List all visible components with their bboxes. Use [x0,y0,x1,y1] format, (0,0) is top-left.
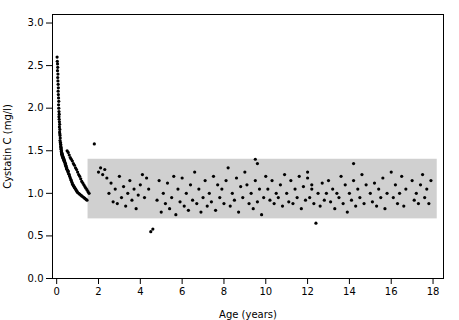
svg-text:Age (years): Age (years) [219,309,277,320]
svg-text:8: 8 [221,286,227,297]
svg-text:0.5: 0.5 [28,230,44,241]
svg-text:0.0: 0.0 [28,273,44,284]
svg-text:3.0: 3.0 [28,17,44,28]
svg-text:2.0: 2.0 [28,102,44,113]
svg-text:2: 2 [95,286,101,297]
svg-text:6: 6 [179,286,185,297]
svg-text:0: 0 [53,286,59,297]
svg-text:16: 16 [385,286,398,297]
svg-text:4: 4 [137,286,143,297]
svg-text:Cystatin C (mg/l): Cystatin C (mg/l) [2,104,13,189]
svg-text:14: 14 [343,286,356,297]
svg-text:1.0: 1.0 [28,188,44,199]
svg-text:1.5: 1.5 [28,145,44,156]
svg-text:12: 12 [301,286,314,297]
svg-text:18: 18 [427,286,440,297]
svg-text:10: 10 [259,286,272,297]
svg-text:2.5: 2.5 [28,60,44,71]
